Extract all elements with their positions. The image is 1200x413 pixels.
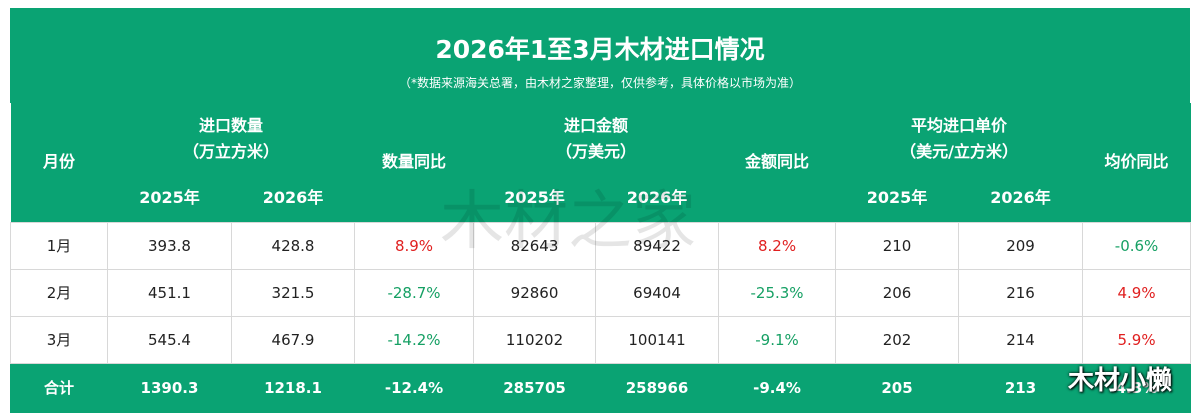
cell: 89422 — [595, 221, 720, 270]
cell: -9.1% — [718, 315, 837, 364]
header-cell: 数量同比 — [354, 103, 474, 222]
cell: 214 — [958, 315, 1084, 364]
cell: 216 — [958, 268, 1084, 317]
cell: 92860 — [473, 268, 597, 317]
data-row: 3月 545.4 467.9 -14.2% 110202 100141 -9.1% 202 21… — [10, 315, 1192, 364]
cell: -28.7% — [354, 268, 475, 317]
header-cell: 平均进口单价 — [911, 116, 1008, 135]
cell: 451.1 — [107, 268, 232, 317]
cell: 5.9% — [1082, 315, 1192, 364]
cell: -25.3% — [718, 268, 837, 317]
cell: 1390.3 — [107, 362, 232, 413]
header-cell: 进口数量 — [199, 116, 264, 135]
cell: 205 — [835, 362, 960, 413]
header-band: 2026年1至3月木材进口情况 （*数据来源海关总署，由木材之家整理，仅供参考，… — [10, 8, 1190, 103]
cell: 202 — [835, 315, 960, 364]
cell: 467.9 — [230, 315, 356, 364]
cell: 285705 — [473, 362, 597, 413]
cell: 4.3% — [1082, 362, 1192, 413]
data-row: 1月 393.8 428.8 8.9% 82643 89422 8.2% 210 209 -0.6… — [10, 221, 1192, 270]
header-group: 进口数量 （万立方米） — [107, 103, 355, 175]
cell: 8.2% — [718, 221, 837, 270]
header-unit: （美元/立方米） — [900, 142, 1018, 161]
cell: 545.4 — [107, 315, 232, 364]
row-label: 3月 — [10, 315, 108, 364]
row-label: 合计 — [10, 362, 108, 413]
cell: -9.4% — [718, 362, 837, 413]
title: 2026年1至3月木材进口情况 — [435, 35, 765, 64]
subtitle: （*数据来源海关总署，由木材之家整理，仅供参考，具体价格以市场为准） — [398, 76, 801, 90]
year-header: 2026年 — [231, 175, 355, 222]
cell: 428.8 — [230, 221, 356, 270]
cell: 393.8 — [107, 221, 232, 270]
cell: 69404 — [595, 268, 720, 317]
cell: 258966 — [595, 362, 720, 413]
header-cell: 月份 — [10, 103, 108, 222]
cell: 1218.1 — [230, 362, 356, 413]
header-cell: 均价同比 — [1082, 103, 1191, 222]
cell: 110202 — [473, 315, 597, 364]
header-cell: 进口金额 — [564, 116, 629, 135]
cell: 4.9% — [1082, 268, 1192, 317]
year-header: 2025年 — [835, 175, 959, 222]
cell: 321.5 — [230, 268, 356, 317]
cell: 206 — [835, 268, 960, 317]
table-card: 2026年1至3月木材进口情况 （*数据来源海关总署，由木材之家整理，仅供参考，… — [10, 8, 1192, 413]
cell: -12.4% — [354, 362, 475, 413]
cell: 210 — [835, 221, 960, 270]
header-unit: （万美元） — [556, 142, 637, 161]
year-header: 2026年 — [958, 175, 1083, 222]
cell: -0.6% — [1082, 221, 1192, 270]
cell: 8.9% — [354, 221, 475, 270]
header-group: 进口金额 （万美元） — [473, 103, 719, 175]
signature: 木材小懒 — [1068, 366, 1173, 396]
header-group: 平均进口单价 （美元/立方米） — [835, 103, 1083, 175]
cell: 100141 — [595, 315, 720, 364]
cell: 82643 — [473, 221, 597, 270]
header-unit: （万立方米） — [183, 142, 280, 161]
year-header: 2026年 — [595, 175, 719, 222]
year-header: 2025年 — [473, 175, 596, 222]
cell: 209 — [958, 221, 1084, 270]
header-cell: 金额同比 — [718, 103, 836, 222]
data-row: 2月 451.1 321.5 -28.7% 92860 69404 -25.3% 206 216… — [10, 268, 1192, 317]
row-label: 1月 — [10, 221, 108, 270]
row-label: 2月 — [10, 268, 108, 317]
data-table: 月份 进口数量 （万立方米） 数量同比 进口金额 （万美元） 金额同比 平均进口单价… — [10, 103, 1192, 413]
year-header: 2025年 — [107, 175, 232, 222]
cell: 213 — [958, 362, 1084, 413]
cell: -14.2% — [354, 315, 475, 364]
total: 合计 1390.3 1218.1 -12.4% 285705 258966 -9.4% 205… — [10, 362, 1192, 413]
